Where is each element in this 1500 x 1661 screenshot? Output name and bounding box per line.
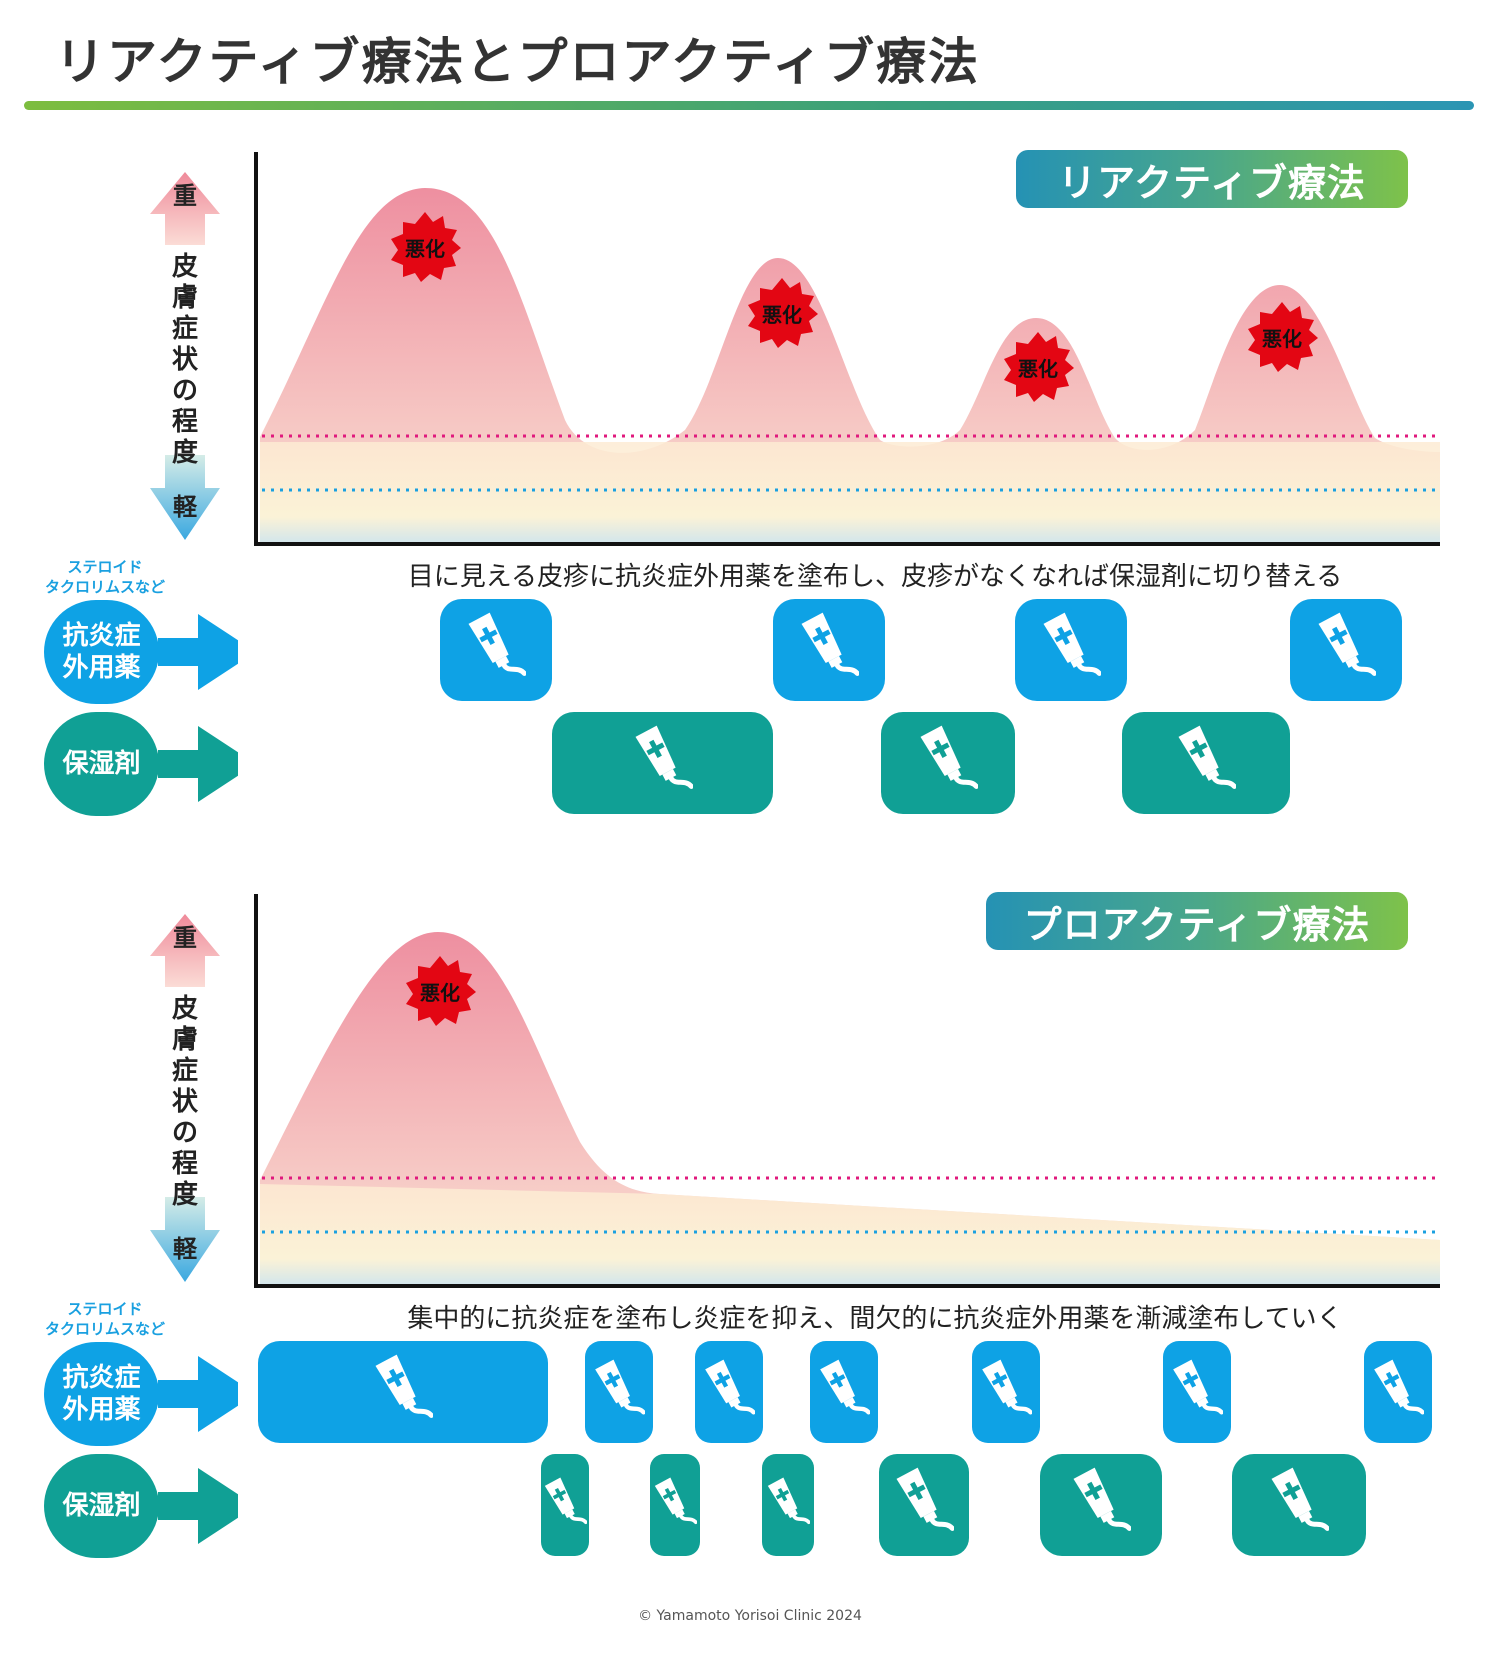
arrow-right-icon <box>158 614 238 690</box>
ointment-tube-icon <box>1073 1467 1131 1531</box>
moisturizer-block <box>1122 712 1290 814</box>
anti-inflammatory-block <box>440 599 552 701</box>
moisturizer-block <box>881 712 1015 814</box>
anti-inflammatory-block <box>773 599 885 701</box>
anti-inflammatory-block <box>1163 1341 1231 1443</box>
proactive-chart <box>150 894 1440 1288</box>
ointment-tube-icon <box>468 612 526 676</box>
reactive-panel: 悪化 悪化 悪化 悪化 重 皮膚症状の程度 軽 リアクティブ療法 目に見える皮疹… <box>0 0 1500 816</box>
page-title: リアクティブ療法とプロアクティブ療法 <box>55 33 980 91</box>
ointment-tube-icon <box>920 725 978 789</box>
ointment-tube-icon <box>635 725 693 789</box>
anti-inflammatory-block <box>1290 599 1402 701</box>
ointment-tube-icon <box>801 612 859 676</box>
anti-inflammatory-block <box>585 1341 653 1443</box>
flare-label: 悪化 <box>405 237 445 261</box>
reactive-badge: リアクティブ療法 <box>1016 150 1408 208</box>
severity-low-label: 軽 <box>173 1235 197 1263</box>
severity-low-label: 軽 <box>173 493 197 521</box>
ointment-tube-icon <box>982 1359 1032 1415</box>
arrow-right-icon <box>158 1356 238 1432</box>
ointment-tube-icon <box>544 1477 587 1525</box>
arrow-up-icon <box>150 172 220 245</box>
severity-high-label: 重 <box>173 182 197 210</box>
arrow-right-icon <box>158 726 238 802</box>
reactive-caption: 目に見える皮疹に抗炎症外用薬を塗布し、皮疹がなくなれば保湿剤に切り替える <box>407 562 1343 592</box>
flare-label: 悪化 <box>762 303 802 327</box>
moisturizer-label: 保湿剤 <box>44 1454 159 1558</box>
flare-label: 悪化 <box>420 981 460 1005</box>
flare-star-icon <box>391 212 461 282</box>
copyright: © Yamamoto Yorisoi Clinic 2024 <box>638 1608 862 1624</box>
ointment-tube-icon <box>1271 1467 1329 1531</box>
title-underline <box>24 101 1474 110</box>
ointment-tube-icon <box>767 1477 810 1525</box>
moisturizer-block <box>1232 1454 1366 1556</box>
ointment-tube-icon <box>595 1359 645 1415</box>
ointment-tube-icon <box>1318 612 1376 676</box>
flare-label: 悪化 <box>1018 357 1058 381</box>
ointment-tube-icon <box>654 1477 697 1525</box>
ointment-tube-icon <box>896 1467 954 1531</box>
anti-inflammatory-label: 抗炎症 外用薬 <box>44 1342 159 1446</box>
anti-inflammatory-block <box>695 1341 763 1443</box>
ointment-tube-icon <box>1043 612 1101 676</box>
moisturizer-block <box>879 1454 969 1556</box>
proactive-caption: 集中的に抗炎症を塗布し炎症を抑え、間欠的に抗炎症外用薬を漸減塗布していく <box>407 1304 1343 1334</box>
flare-star-icon <box>1248 302 1318 372</box>
severity-axis-label: 皮膚症状の程度 <box>171 252 198 468</box>
steroid-note: ステロイド タクロリムスなど <box>44 1300 165 1338</box>
reactive-chart <box>150 152 1440 546</box>
anti-inflammatory-block <box>1364 1341 1432 1443</box>
moisturizer-label: 保湿剤 <box>44 712 159 816</box>
flare-label: 悪化 <box>1262 327 1302 351</box>
anti-inflammatory-block <box>810 1341 878 1443</box>
ointment-tube-icon <box>705 1359 755 1415</box>
moisturizer-block <box>762 1454 814 1556</box>
moisturizer-block <box>541 1454 589 1556</box>
anti-inflammatory-block <box>972 1341 1040 1443</box>
ointment-tube-icon <box>820 1359 870 1415</box>
ointment-tube-icon <box>1178 725 1236 789</box>
severity-axis-label: 皮膚症状の程度 <box>171 994 198 1210</box>
ointment-tube-icon <box>375 1354 433 1418</box>
arrow-up-icon <box>150 914 220 987</box>
proactive-badge: プロアクティブ療法 <box>986 892 1408 950</box>
anti-inflammatory-block <box>1015 599 1127 701</box>
flare-star-icon <box>406 956 476 1026</box>
ointment-tube-icon <box>1374 1359 1424 1415</box>
proactive-panel: 悪化 重 皮膚症状の程度 軽 プロアクティブ療法 集中的に抗炎症を塗布し炎症を抑… <box>0 742 1500 1558</box>
moisturizer-block <box>1040 1454 1162 1556</box>
moisturizer-block <box>552 712 773 814</box>
ointment-tube-icon <box>1173 1359 1223 1415</box>
severity-high-label: 重 <box>173 924 197 952</box>
anti-inflammatory-block <box>258 1341 548 1443</box>
moisturizer-block <box>650 1454 700 1556</box>
arrow-down-icon <box>150 455 220 540</box>
flare-star-icon <box>748 278 818 348</box>
arrow-down-icon <box>150 1197 220 1282</box>
arrow-right-icon <box>158 1468 238 1544</box>
flare-star-icon <box>1004 332 1074 402</box>
steroid-note: ステロイド タクロリムスなど <box>44 558 165 596</box>
anti-inflammatory-label: 抗炎症 外用薬 <box>44 600 159 704</box>
